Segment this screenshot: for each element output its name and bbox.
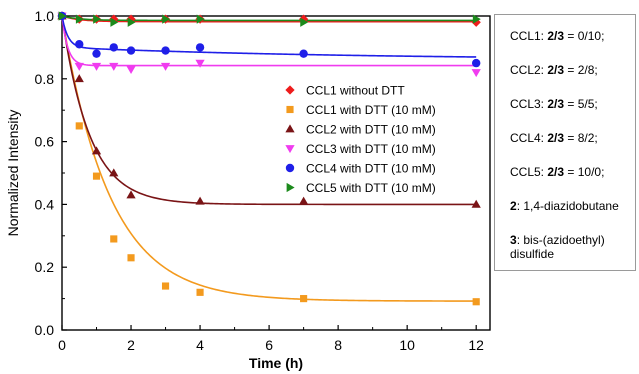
data-point-s4-3	[91, 62, 102, 71]
data-point-s3-2	[74, 74, 84, 83]
key-line-ccl2: CCL2: 2/3 = 2/8;	[510, 63, 598, 77]
data-point-s5-4	[109, 43, 118, 52]
data-point-s2-5	[127, 254, 135, 262]
axes-layer: 0 2 4 6 8 10 12 0.0 0.2 0.4 0.6 0.8 1.0	[35, 8, 491, 353]
data-point-s3-7	[298, 196, 309, 205]
data-point-s1-8	[298, 14, 309, 24]
data-point-s6-5	[127, 17, 136, 27]
x-tick-label: 8	[334, 337, 342, 353]
data-point-s6-1	[58, 11, 67, 21]
data-point-s2-3	[92, 172, 101, 180]
data-markers	[57, 11, 481, 306]
fit-curves	[61, 15, 477, 302]
data-point-s1-4	[109, 14, 119, 24]
key-line-ccl3: CCL3: 2/3 = 5/5;	[510, 97, 598, 111]
y-tick-label: 1.0	[35, 8, 55, 24]
key-line-compound-3: 3: bis-(azidoethyl)	[510, 233, 605, 247]
x-tick-label: 2	[127, 337, 135, 353]
data-point-s3-4	[109, 168, 119, 177]
key-line-ccl1: CCL1: 2/3 = 0/10;	[510, 29, 605, 43]
x-axis-title: Time (h)	[249, 355, 303, 371]
data-point-s4-2	[74, 62, 84, 71]
fit-curve-4	[61, 15, 477, 67]
data-point-s6-9	[472, 14, 481, 24]
data-point-s2-6	[161, 282, 170, 290]
data-point-s5-5	[126, 46, 136, 55]
legend-marker-6	[286, 182, 295, 193]
data-point-s3-5	[126, 190, 136, 199]
data-point-s2-4	[110, 235, 118, 243]
legend-marker-4	[285, 145, 295, 154]
composition-key-panel: CCL1: 2/3 = 0/10; CCL2: 2/3 = 2/8; CCL3:…	[494, 14, 636, 271]
y-tick-label: 0.4	[35, 196, 55, 212]
x-tick-label: 6	[265, 337, 273, 353]
key-line-ccl5: CCL5: 2/3 = 10/0;	[510, 165, 605, 179]
legend-label-3: CCL2 with DTT (10 mM)	[306, 123, 436, 137]
legend-marker-1	[285, 85, 295, 95]
fit-curve-3	[61, 15, 477, 206]
y-tick-label: 0.8	[35, 71, 55, 87]
data-point-s5-8	[299, 49, 308, 58]
x-tick-label: 0	[58, 337, 66, 353]
y-tick-label: 0.2	[35, 259, 55, 275]
legend-label-2: CCL1 with DTT (10 mM)	[306, 103, 436, 117]
data-point-s4-4	[109, 62, 119, 71]
data-point-s6-8	[300, 17, 309, 27]
data-point-s2-2	[75, 122, 83, 130]
data-point-s2-9	[472, 298, 480, 306]
data-point-s4-8	[471, 69, 481, 78]
x-tick-label: 10	[399, 337, 415, 353]
data-point-s4-6	[160, 62, 171, 71]
key-line-compound-2: 2: 1,4-diazidobutane	[510, 199, 619, 213]
fit-curve-2	[61, 15, 477, 302]
y-tick-label: 0.6	[35, 134, 55, 150]
legend: CCL1 without DTT CCL1 with DTT (10 mM) CCL…	[285, 84, 436, 195]
legend-label-6: CCL5 with DTT (10 mM)	[306, 181, 436, 195]
legend-marker-5	[285, 163, 295, 173]
x-tick-label: 12	[468, 337, 484, 353]
data-point-s2-7	[196, 288, 204, 296]
data-point-s5-2	[75, 40, 84, 49]
data-point-s6-3	[93, 14, 102, 24]
data-point-s4-7	[195, 59, 205, 68]
data-point-s2-8	[300, 295, 308, 303]
legend-label-1: CCL1 without DTT	[306, 84, 405, 98]
data-point-s5-3	[92, 49, 101, 58]
legend-label-4: CCL3 with DTT (10 mM)	[306, 142, 436, 156]
data-point-s4-5	[126, 66, 136, 74]
data-point-s6-6	[162, 14, 171, 24]
data-point-s5-7	[195, 43, 205, 52]
data-point-s3-8	[471, 199, 481, 208]
data-point-s5-6	[161, 46, 170, 55]
y-axis-title: Normalized Intensity	[5, 110, 21, 237]
data-point-s5-9	[471, 58, 481, 68]
legend-marker-2	[286, 105, 294, 114]
legend-marker-3	[285, 124, 295, 133]
key-line-compound-3-cont: disulfide	[510, 247, 555, 261]
data-point-s3-6	[195, 196, 205, 205]
data-point-s3-3	[91, 146, 102, 155]
data-point-s6-2	[75, 14, 84, 24]
legend-label-5: CCL4 with DTT (10 mM)	[306, 162, 436, 176]
y-tick-label: 0.0	[35, 322, 55, 338]
key-line-ccl4: CCL4: 2/3 = 8/2;	[510, 131, 598, 145]
data-point-s6-4	[110, 17, 119, 27]
data-point-s1-9	[471, 17, 481, 27]
data-point-s6-7	[196, 14, 205, 24]
x-tick-label: 4	[196, 337, 204, 353]
